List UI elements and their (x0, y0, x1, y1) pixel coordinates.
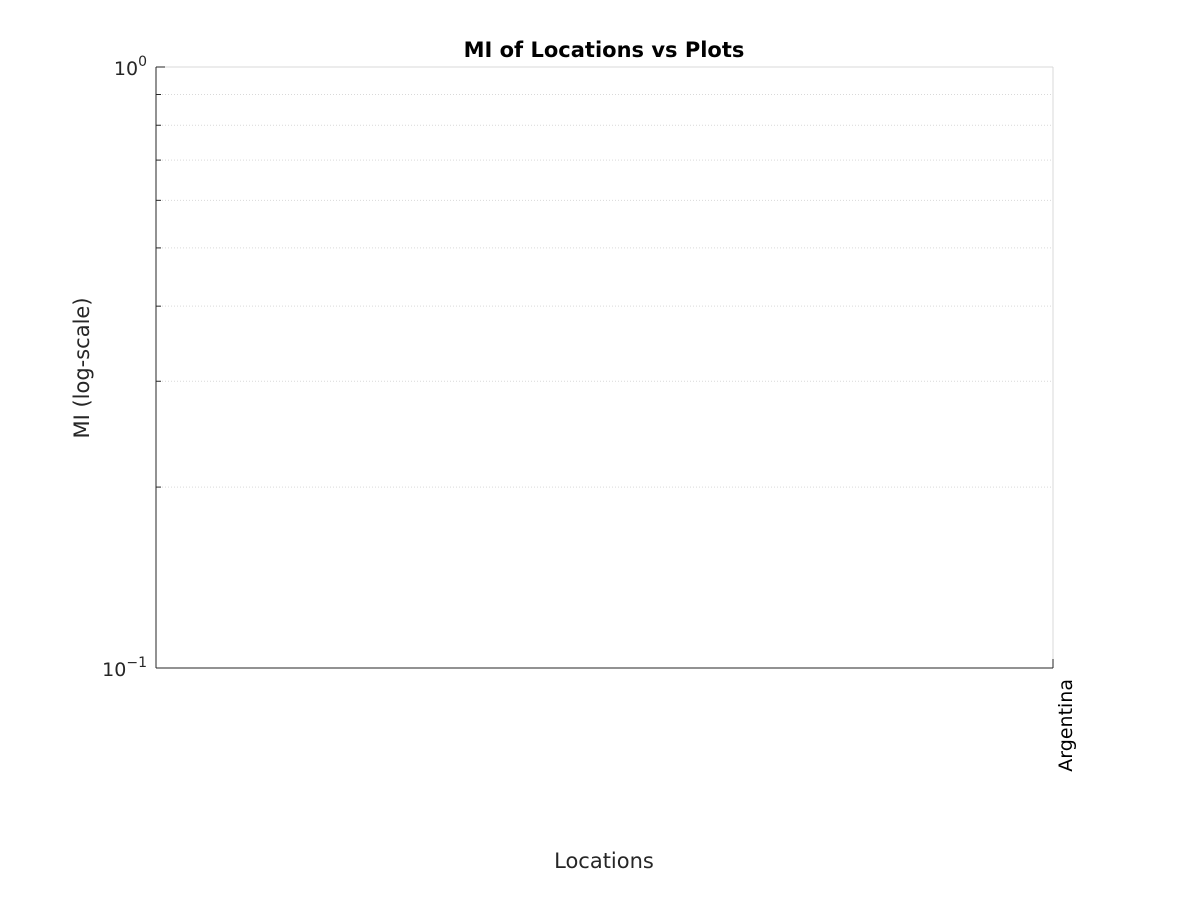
x-tick-label: Argentina (1055, 679, 1077, 772)
y-tick-label: 10−1 (102, 655, 147, 681)
x-axis-label: Locations (554, 849, 654, 873)
y-tick-label: 100 (114, 54, 147, 80)
chart-title: MI of Locations vs Plots (464, 38, 745, 62)
y-ticks: 100 10−1 (102, 54, 165, 681)
y-axis-label: MI (log-scale) (70, 297, 94, 438)
x-ticks: Argentina (1052, 659, 1077, 772)
axes (155, 66, 1054, 669)
grid-lines (156, 94, 1053, 488)
